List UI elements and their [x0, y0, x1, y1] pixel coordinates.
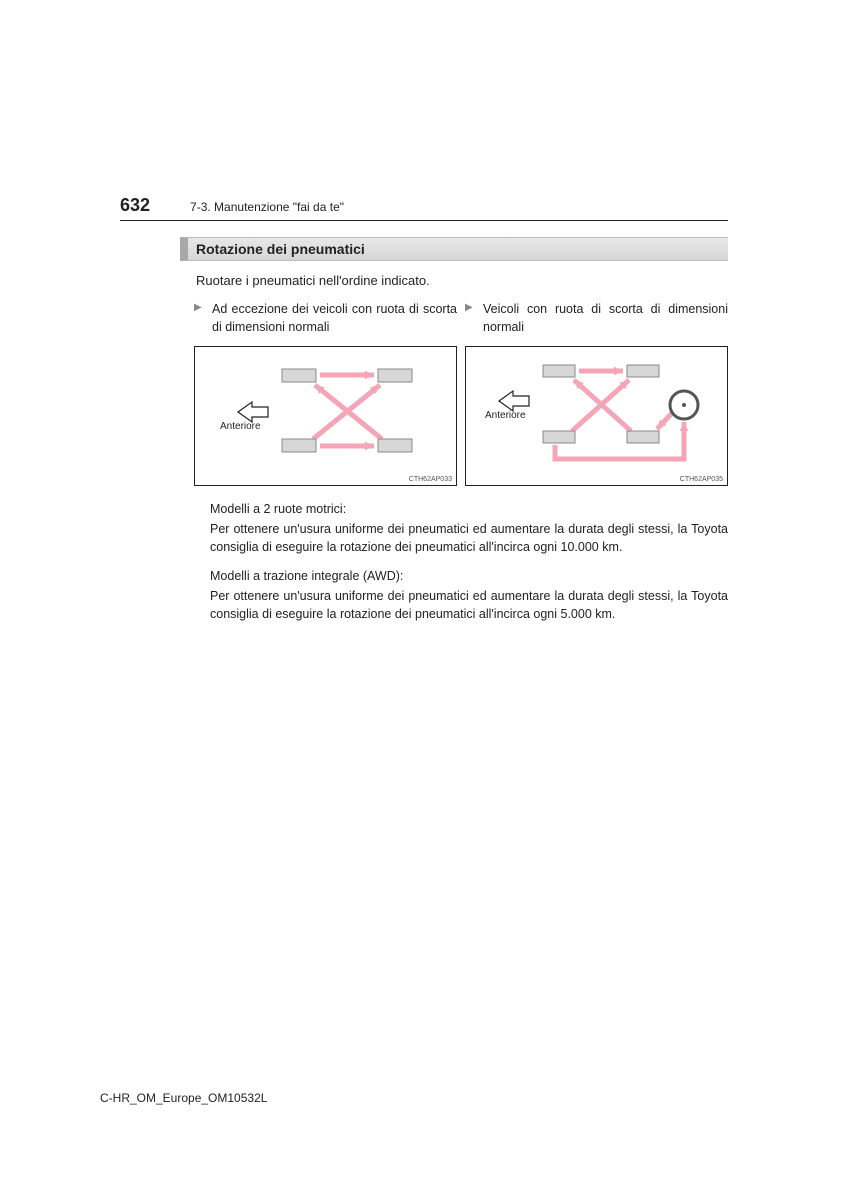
right-diagram: Anteriore CTH62AP035 [465, 346, 728, 486]
tire-rotation-diagram-right: Anteriore [466, 347, 727, 485]
left-title: Ad eccezione dei veicoli con ruota di sc… [194, 300, 457, 336]
notes-block: Modelli a 2 ruote motrici: Per ottenere … [210, 502, 728, 623]
note-body: Per ottenere un'usura uniforme dei pneum… [210, 520, 728, 556]
svg-text:Anteriore: Anteriore [485, 410, 526, 421]
left-column: Ad eccezione dei veicoli con ruota di sc… [194, 300, 457, 486]
diagram-caption: CTH62AP035 [680, 476, 723, 483]
intro-text: Ruotare i pneumatici nell'ordine indicat… [196, 273, 728, 288]
section-title: Rotazione dei pneumatici [180, 237, 728, 261]
note-title: Modelli a trazione integrale (AWD): [210, 569, 728, 583]
columns: Ad eccezione dei veicoli con ruota di sc… [194, 300, 728, 486]
svg-text:Anteriore: Anteriore [220, 421, 261, 432]
content-block: Rotazione dei pneumatici Ruotare i pneum… [180, 237, 728, 623]
note-item: Modelli a 2 ruote motrici: Per ottenere … [210, 502, 728, 556]
page: 632 7-3. Manutenzione "fai da te" Rotazi… [0, 0, 848, 623]
note-title: Modelli a 2 ruote motrici: [210, 502, 728, 516]
note-item: Modelli a trazione integrale (AWD): Per … [210, 569, 728, 623]
footer-code: C-HR_OM_Europe_OM10532L [100, 1091, 267, 1105]
note-body: Per ottenere un'usura uniforme dei pneum… [210, 587, 728, 623]
left-diagram: Anteriore CTH62AP033 [194, 346, 457, 486]
page-number: 632 [120, 195, 150, 216]
page-header: 632 7-3. Manutenzione "fai da te" [120, 195, 728, 221]
breadcrumb: 7-3. Manutenzione "fai da te" [190, 200, 344, 214]
right-title: Veicoli con ruota di scorta di dimension… [465, 300, 728, 336]
right-column: Veicoli con ruota di scorta di dimension… [465, 300, 728, 486]
tire-rotation-diagram-left: Anteriore [195, 347, 456, 485]
diagram-caption: CTH62AP033 [409, 476, 452, 483]
